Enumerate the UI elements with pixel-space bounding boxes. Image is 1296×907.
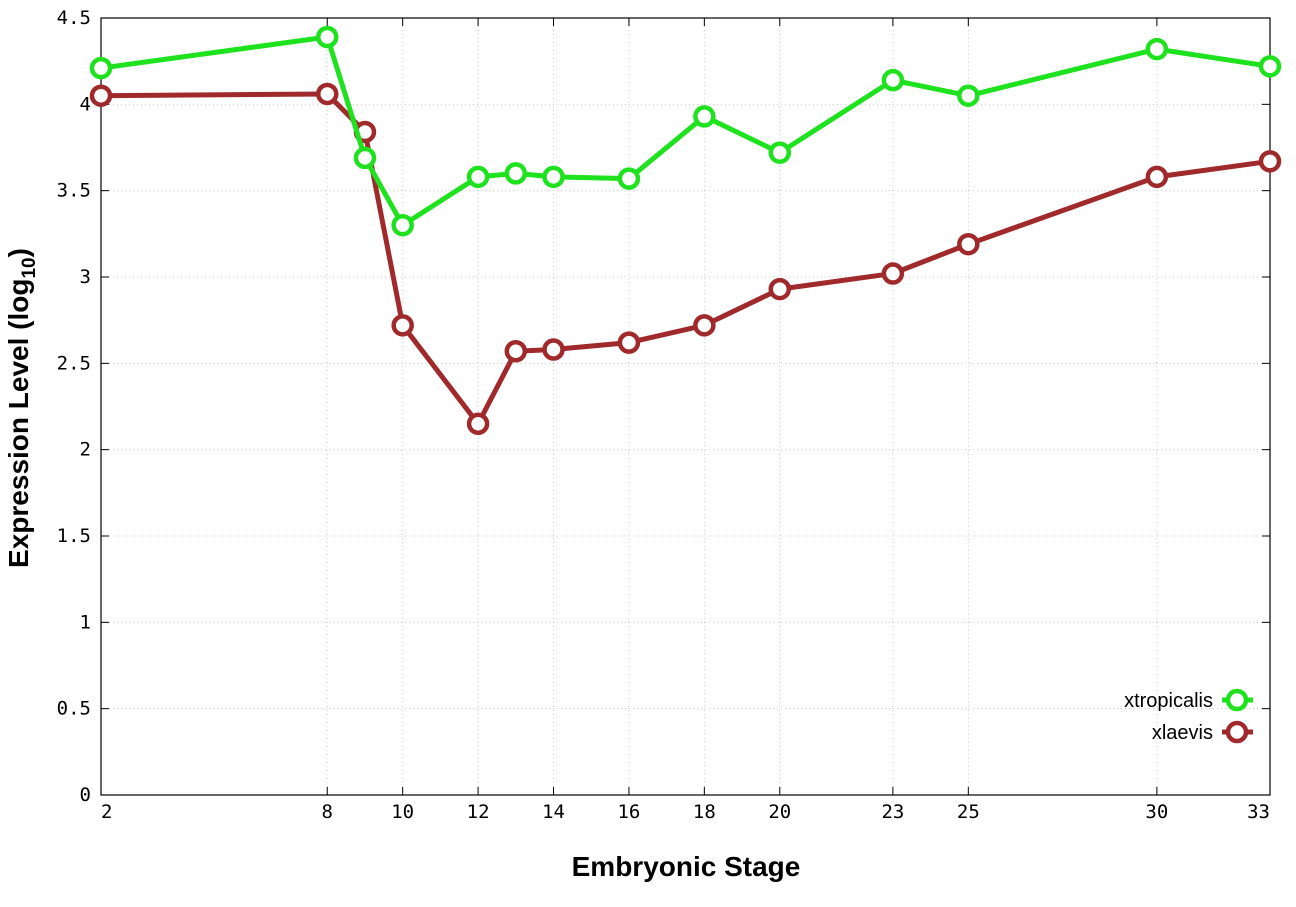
series [89,25,1282,436]
data-point-xtropicalis [89,56,113,80]
data-point-xtropicalis [391,213,414,237]
y-tick-label: 2 [80,439,91,461]
y-tick-label: 1.5 [57,525,91,547]
data-point-xlaevis [542,338,565,361]
legend-marker-xtropicalis [1225,688,1249,712]
series-xtropicalis [89,25,1282,237]
data-point-xlaevis [693,314,716,337]
data-point-xlaevis [1145,165,1169,189]
data-point-xlaevis [504,339,528,363]
grid [101,18,1270,795]
x-tick-label: 25 [957,801,980,823]
plot-frame [100,17,1271,796]
x-tick-label: 12 [467,801,490,823]
y-tick-label: 2.5 [57,352,91,374]
y-axis-title-main: Expression Level (log [3,279,34,568]
data-point-xtropicalis [353,146,377,170]
data-point-xlaevis [316,82,339,106]
x-tick-label: 2 [101,801,112,823]
data-point-xlaevis [89,84,113,107]
y-axis-title-suffix: ) [3,248,34,257]
data-point-xtropicalis [466,165,490,189]
series-line-xtropicalis [100,34,1271,228]
series-line-xlaevis [100,91,1271,427]
axis-ticks: 0 0.5 1 1.5 2 2.5 3 3.5 4 4.5 2 8 10 12 14 16 18 20 23 25 30… [57,7,1271,823]
y-axis-title-subscript: 10 [19,257,40,278]
data-point-xlaevis [391,314,414,337]
data-point-xlaevis [1258,150,1282,173]
data-point-xlaevis [466,412,490,436]
data-point-xlaevis [957,232,980,256]
x-tick-label: 14 [542,801,565,823]
legend-label-xlaevis: xlaevis [1152,722,1213,744]
y-tick-label: 1 [80,611,91,633]
data-point-xtropicalis [316,25,339,49]
y-tick-label: 3 [80,266,91,288]
data-point-xtropicalis [881,68,905,92]
data-point-xtropicalis [957,84,980,107]
data-point-xtropicalis [693,105,716,128]
x-tick-label: 30 [1145,801,1168,823]
legend: xtropicalis xlaevis [1124,688,1253,744]
data-point-xtropicalis [504,162,528,185]
x-tick-label: 10 [391,801,414,823]
x-axis-title: Embryonic Stage [572,851,801,882]
y-tick-label: 0.5 [57,698,91,720]
y-axis-title: Expression Level (log10) [3,248,40,568]
data-point-xtropicalis [542,165,565,189]
legend-label-xtropicalis: xtropicalis [1124,690,1213,712]
data-point-xlaevis [617,331,641,354]
data-point-xtropicalis [1145,37,1169,61]
data-point-xlaevis [881,262,905,285]
series-xlaevis [89,82,1282,436]
data-point-xlaevis [768,277,792,301]
data-point-xtropicalis [768,141,792,164]
x-tick-label: 23 [881,801,904,823]
data-point-xtropicalis [617,167,641,190]
x-tick-label: 20 [768,801,791,823]
legend-marker-xlaevis [1225,720,1249,744]
y-tick-label: 3.5 [57,180,91,202]
x-tick-label: 16 [617,801,640,823]
x-tick-label: 8 [322,801,333,823]
x-tick-label: 33 [1247,801,1270,823]
y-tick-label: 4.5 [57,7,91,29]
y-tick-label: 0 [80,784,91,806]
data-point-xtropicalis [1258,55,1282,78]
x-tick-label: 18 [693,801,716,823]
y-tick-label: 4 [80,93,91,115]
